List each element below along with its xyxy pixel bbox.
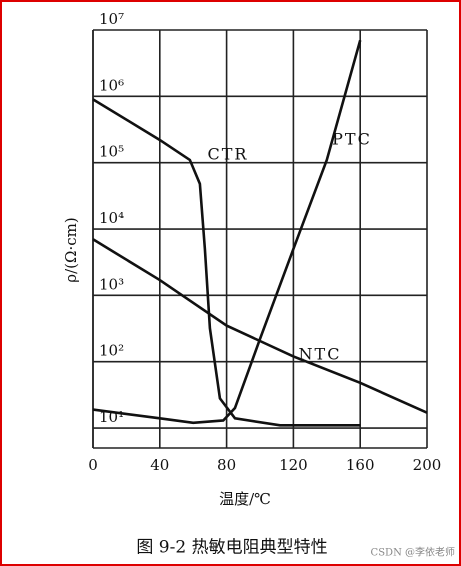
series-label: PTC <box>332 130 372 149</box>
y-axis-label: ρ/(Ω·cm) <box>62 217 80 282</box>
x-tick-label: 80 <box>217 456 236 474</box>
curve <box>92 238 428 414</box>
x-tick-label: 120 <box>279 456 308 474</box>
series-label: CTR <box>208 145 249 164</box>
y-tick-label: 10⁶ <box>99 76 124 94</box>
x-axis-label: 温度/℃ <box>219 490 271 508</box>
y-tick-label: 10² <box>99 342 124 360</box>
y-tick-label: 10⁵ <box>99 143 124 161</box>
curve <box>92 98 361 427</box>
y-tick-label: 10³ <box>99 275 124 293</box>
watermark: CSDN @李依老师 <box>371 546 455 559</box>
x-tick-label: 160 <box>346 456 375 474</box>
curve <box>92 39 362 425</box>
x-tick-label: 0 <box>88 456 98 474</box>
caption: 图 9-2 热敏电阻典型特性 <box>136 538 327 558</box>
x-tick-label: 200 <box>413 456 442 474</box>
series-label: NTC <box>299 345 342 364</box>
x-tick-label: 40 <box>150 456 169 474</box>
y-tick-label: 10⁷ <box>99 10 124 28</box>
y-tick-label: 10⁴ <box>99 209 124 227</box>
